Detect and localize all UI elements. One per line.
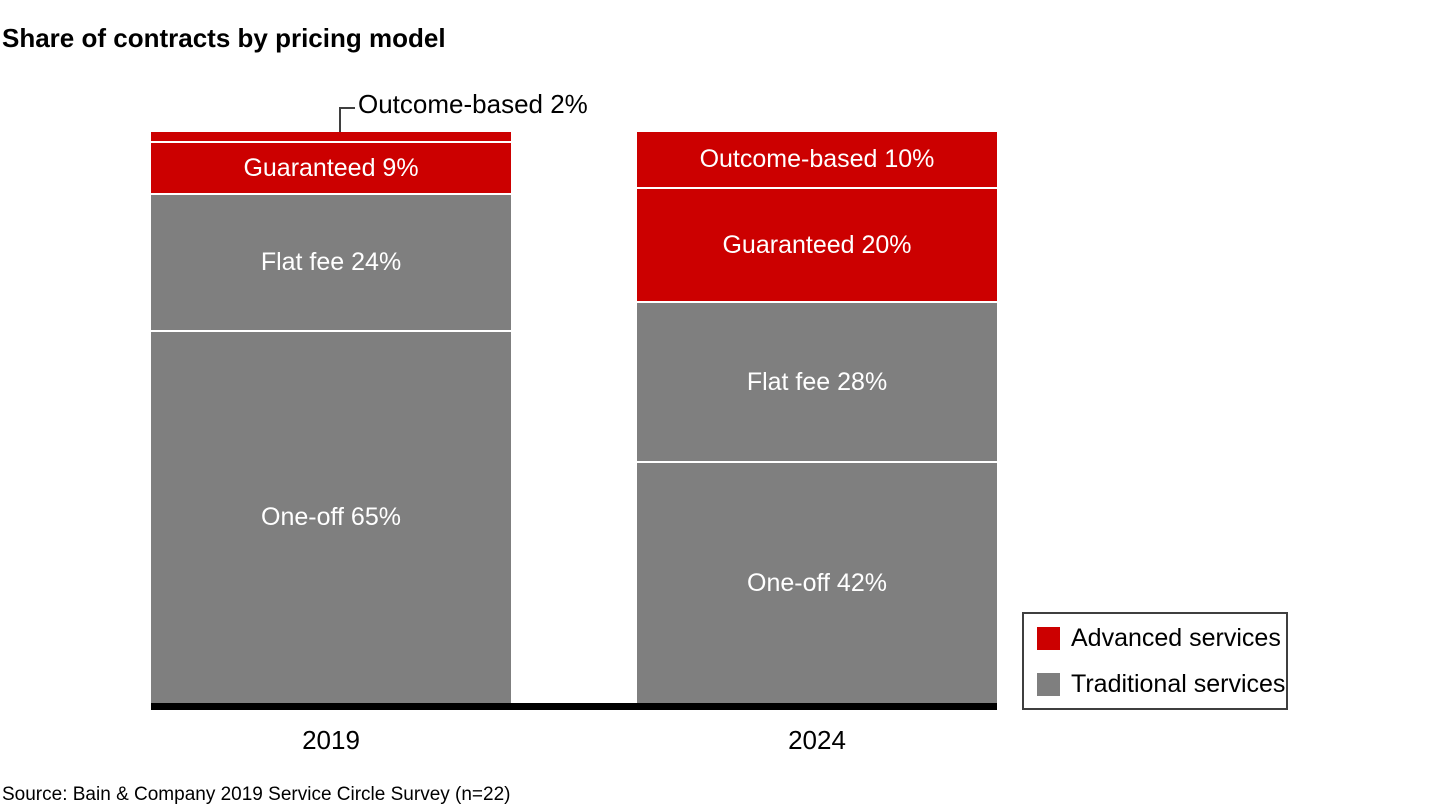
legend-label: Traditional services [1071,669,1286,698]
segment-2024-flat-fee: Flat fee 28% [637,303,997,462]
chart-title: Share of contracts by pricing model [2,23,446,53]
x-axis-label-2024: 2024 [788,725,846,755]
segment-2019-outcome-based [151,132,511,142]
legend-label: Advanced services [1071,623,1281,652]
segment-label: One-off 42% [747,568,887,597]
segment-label: Flat fee 24% [260,247,402,276]
legend: Advanced services Traditional services [1022,612,1288,710]
x-axis-label-2019: 2019 [302,725,360,755]
segment-2024-guaranteed: Guaranteed 20% [637,189,997,302]
segment-label: Guaranteed 20% [722,230,912,259]
x-axis-baseline [151,703,997,710]
stacked-bar-2024: Outcome-based 10% Guaranteed 20% Flat fee … [637,132,997,703]
stacked-bar-2019: Guaranteed 9% Flat fee 24% One-off 65% [151,132,511,703]
segment-2019-flat-fee: Flat fee 24% [151,194,511,330]
annotation-leader-line-vertical [339,107,341,132]
segment-2019-guaranteed: Guaranteed 9% [151,143,511,193]
segment-2024-outcome-based: Outcome-based 10% [637,132,997,188]
segment-label: Outcome-based 10% [699,145,935,174]
segment-label: One-off 65% [261,502,401,531]
legend-swatch-traditional [1037,672,1060,696]
source-note: Source: Bain & Company 2019 Service Circ… [2,784,511,805]
legend-item-traditional-services: Traditional services [1037,670,1286,699]
segment-2019-one-off: One-off 65% [151,331,511,703]
annotation-leader-line-horizontal [339,107,355,109]
legend-swatch-advanced [1037,626,1060,650]
segment-label: Flat fee 28% [746,367,888,396]
segment-label: Guaranteed 9% [243,153,419,182]
legend-item-advanced-services: Advanced services [1037,624,1286,653]
segment-2024-one-off: One-off 42% [637,463,997,703]
annotation-outcome-based-2019: Outcome-based 2% [358,89,588,119]
